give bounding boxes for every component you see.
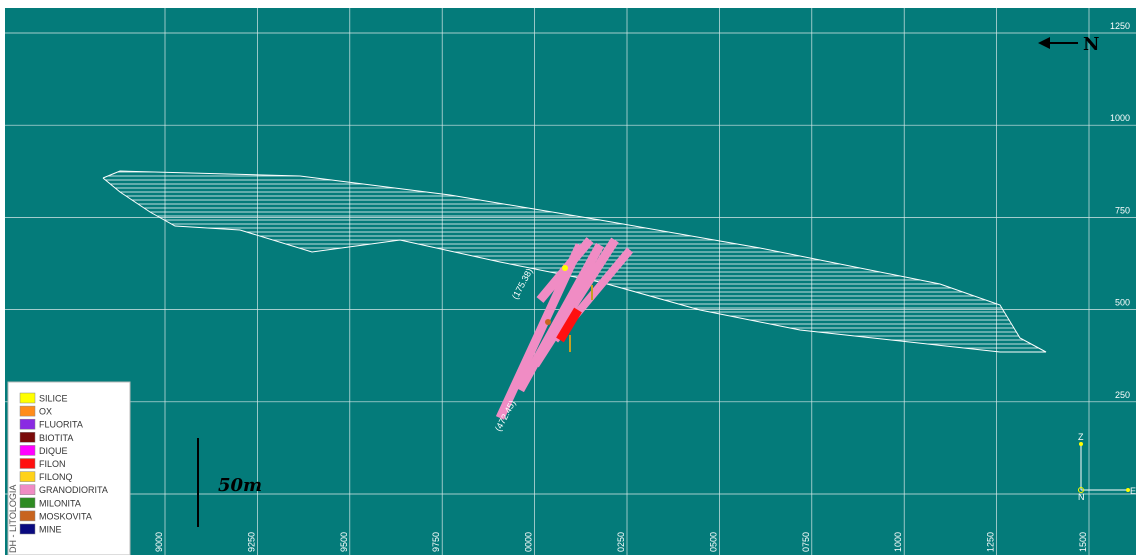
legend-swatch (19, 484, 36, 495)
e-tip (1126, 488, 1130, 492)
x-label: 9750 (431, 532, 441, 552)
x-label: 1000 (893, 532, 903, 552)
legend-title: DH - LITOLOGIA (8, 485, 18, 553)
origin (1078, 487, 1084, 493)
drillholes (495, 237, 634, 420)
drillhole (516, 242, 604, 393)
y-label: 1000 (1110, 113, 1130, 123)
x-label: 0250 (616, 532, 626, 552)
legend-label: MILONITA (39, 498, 81, 508)
silice-sample (562, 265, 568, 271)
legend-swatch (19, 458, 36, 469)
legend-label: MINE (39, 525, 62, 535)
x-label: 0500 (708, 532, 718, 552)
triad-n: N (1078, 492, 1085, 502)
grid: 1250 1000 750 500 250 9000 9250 9500 9750 0000 025… (5, 8, 1136, 555)
legend-label: OX (39, 407, 52, 417)
legend-swatch (19, 432, 36, 443)
legend-swatch (19, 445, 36, 456)
y-label: 250 (1115, 390, 1130, 400)
x-label: 9000 (154, 532, 164, 552)
z-tip (1079, 442, 1083, 446)
legend-swatch (19, 405, 36, 417)
x-label: 9500 (339, 532, 349, 552)
y-label: 750 (1115, 205, 1130, 215)
legend-swatch (19, 471, 36, 482)
x-label: 9250 (246, 532, 256, 552)
drillhole-filon (556, 307, 582, 343)
legend: DH - LITOLOGIA SILICE OX FLUORITA BIOTITA DI… (7, 381, 131, 555)
legend-swatch (19, 510, 36, 522)
legend-label: DIQUE (39, 446, 68, 456)
x-label: 0000 (524, 532, 534, 552)
triad-z: Z (1078, 432, 1084, 442)
axis-triad: Z N E (1078, 432, 1136, 502)
y-label: 1250 (1110, 21, 1130, 31)
north-arrow: N (1038, 34, 1099, 55)
scale-bar-label: 50m (218, 475, 262, 496)
legend-swatch (19, 523, 36, 535)
drillhole (531, 237, 619, 368)
north-arrow-head (1038, 37, 1050, 49)
x-label: 1250 (986, 532, 996, 552)
legend-label: FILON (39, 459, 66, 469)
legend-swatch (19, 392, 36, 404)
legend-label: BIOTITA (39, 433, 73, 443)
legend-label: GRANODIORITA (39, 485, 108, 495)
legend-swatch (19, 497, 36, 509)
viewport (5, 8, 1136, 555)
y-label: 500 (1115, 298, 1130, 308)
legend-label: SILICE (39, 394, 68, 404)
legend-swatch (19, 418, 36, 430)
north-label: N (1083, 34, 1099, 55)
legend-label: MOSKOVITA (39, 511, 92, 521)
x-label: 1500 (1078, 532, 1088, 552)
legend-label: FLUORITA (39, 420, 83, 430)
moskovita-sample (545, 319, 551, 325)
x-label: 0750 (801, 532, 811, 552)
ore-body-outline (102, 170, 1047, 353)
triad-e: E (1130, 486, 1136, 496)
legend-label: FILONQ (39, 472, 73, 482)
